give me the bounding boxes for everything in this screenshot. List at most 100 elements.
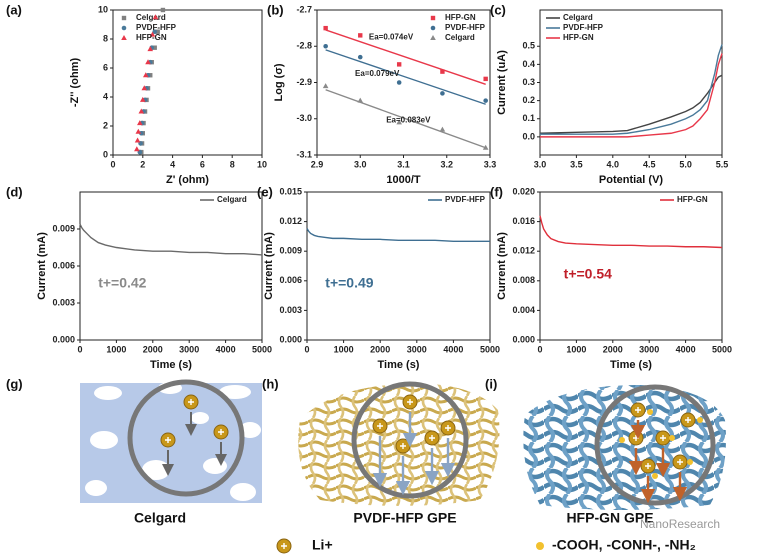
marker [134, 137, 141, 143]
annotation: t+=0.42 [98, 274, 146, 290]
legend-label: HFP-GN [445, 13, 476, 22]
y-tick-label: 0.009 [52, 223, 75, 233]
y-tick-label: 0.5 [522, 41, 535, 51]
marker [145, 59, 151, 65]
marker [152, 14, 159, 20]
marker [396, 62, 402, 67]
plot-frame [306, 191, 491, 341]
x-tick-label: 5000 [712, 344, 732, 354]
caption: PVDF-HFP GPE [353, 510, 456, 526]
marker [160, 7, 166, 13]
plot-frame [539, 191, 723, 341]
x-tick-label: 3000 [639, 344, 659, 354]
annotation: Ea=0.083eV [386, 115, 431, 124]
marker [396, 119, 402, 125]
x-axis-label: Time (s) [150, 359, 192, 371]
x-tick-label: 5000 [480, 344, 500, 354]
y-tick-label: 6 [103, 62, 108, 72]
legend-label: PVDF-HFP [445, 195, 486, 204]
x-tick-label: 10 [257, 159, 267, 169]
x-tick-label: 0 [304, 344, 309, 354]
legend-label: HFP-GN [677, 195, 708, 204]
marker [483, 76, 488, 82]
y-tick-label: -2.7 [296, 4, 312, 14]
x-tick-label: 3.5 [570, 159, 583, 169]
line [306, 228, 490, 243]
x-tick-label: 4000 [216, 344, 236, 354]
y-tick-label: 0 [103, 149, 108, 159]
x-tick-label: 0 [537, 344, 542, 354]
legend-marker [121, 15, 127, 21]
marker [323, 25, 328, 31]
marker [149, 31, 156, 37]
y-tick-label: 0.012 [279, 216, 302, 226]
panel-label: (d) [6, 184, 23, 199]
marker [440, 69, 445, 74]
y-axis-label: -Z'' (ohm) [69, 58, 81, 108]
y-axis-label: Log (σ) [273, 63, 285, 101]
y-tick-label: -2.8 [296, 41, 312, 51]
y-tick-label: 0.2 [522, 95, 535, 105]
panel-label: (e) [257, 184, 273, 199]
y-axis-label: Current (mA) [36, 232, 48, 300]
panel-label: (i) [485, 376, 497, 391]
x-tick-label: 3.3 [484, 159, 497, 169]
caption: HFP-GN GPE [566, 510, 653, 526]
x-tick-label: 4.0 [607, 159, 620, 169]
x-tick-label: 2000 [143, 344, 163, 354]
x-tick-label: 4 [170, 159, 175, 169]
x-tick-label: 4000 [676, 344, 696, 354]
fit-line [325, 29, 486, 85]
x-tick-label: 3.2 [440, 159, 453, 169]
x-tick-label: 3.1 [397, 159, 410, 169]
legend-label: HFP-GN [136, 33, 167, 42]
legend-label: PVDF-HFP [563, 23, 604, 32]
marker [357, 54, 363, 60]
y-axis-label: Current (uA) [496, 50, 508, 115]
fit-line [325, 89, 486, 149]
marker [396, 80, 402, 85]
x-tick-label: 4.5 [643, 159, 656, 169]
legend-marker [121, 35, 127, 40]
x-tick-label: 2000 [603, 344, 623, 354]
y-tick-label: 0.000 [512, 334, 535, 344]
y-tick-label: 2 [103, 120, 108, 130]
legend-label: Celgard [563, 13, 593, 22]
x-tick-label: 6 [200, 159, 205, 169]
marker [140, 96, 146, 102]
y-tick-label: 0.1 [522, 113, 535, 123]
panel-label: (g) [6, 376, 23, 391]
annotation: t+=0.54 [564, 266, 612, 282]
x-axis-label: Z' (ohm) [166, 174, 209, 186]
marker [482, 144, 489, 150]
marker [138, 108, 145, 114]
x-tick-label: 5.0 [679, 159, 692, 169]
y-tick-label: 0.020 [512, 186, 535, 196]
panel-label: (b) [267, 2, 284, 17]
y-tick-label: 10 [98, 4, 108, 14]
marker [152, 45, 157, 50]
panel-label: (f) [490, 184, 503, 199]
marker [134, 146, 140, 152]
schematic-celgard [80, 379, 262, 503]
marker [358, 33, 363, 38]
y-tick-label: 0.015 [279, 186, 302, 196]
x-tick-label: 5000 [252, 344, 272, 354]
x-tick-label: 0 [110, 159, 115, 169]
x-tick-label: 3000 [407, 344, 427, 354]
y-tick-label: 0.000 [279, 334, 302, 344]
annotation: t+=0.49 [325, 274, 373, 290]
annotation: Ea=0.079eV [355, 69, 400, 78]
panel-label: (a) [6, 2, 22, 17]
x-axis-label: Time (s) [610, 359, 652, 371]
legend-label: PVDF-HFP [445, 23, 486, 32]
marker [142, 72, 149, 78]
line [79, 223, 263, 256]
y-tick-label: 0.008 [512, 275, 535, 285]
line [540, 53, 723, 138]
x-axis-label: 1000/T [386, 174, 421, 186]
y-tick-label: 8 [103, 33, 108, 43]
line [539, 215, 723, 249]
legend-marker [430, 15, 436, 21]
